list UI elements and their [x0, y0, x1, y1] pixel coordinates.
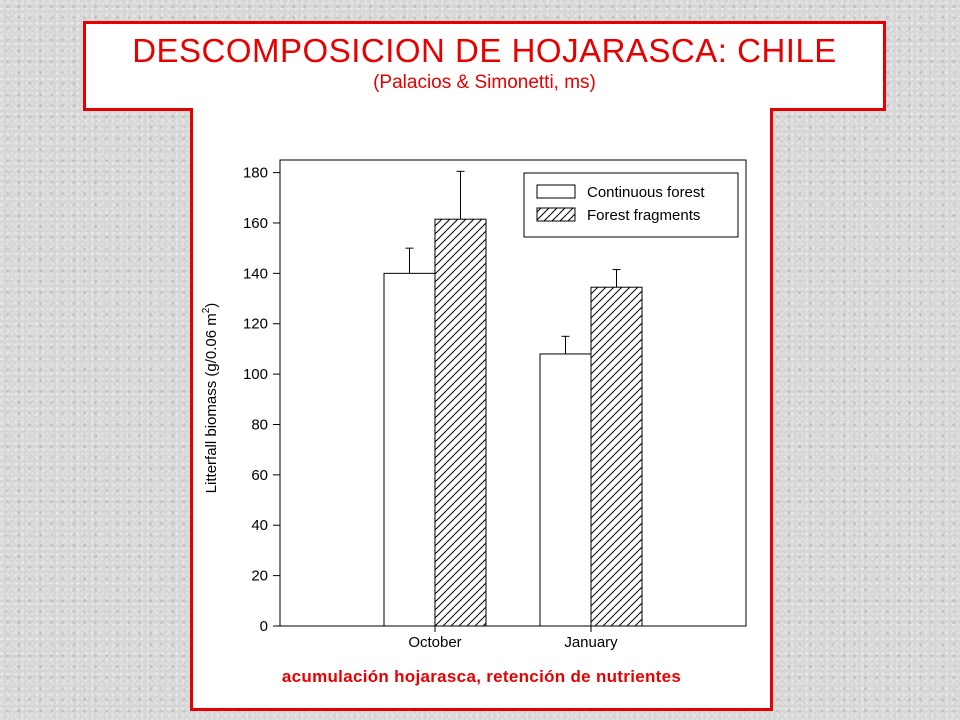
page-title: DESCOMPOSICION DE HOJARASCA: CHILE	[132, 32, 837, 69]
y-tick-label: 20	[251, 568, 268, 585]
plot-area: 0 20 40 60 80 100 120 140 160 180 October January Co…	[243, 159, 747, 651]
y-axis-label-superscript: 2	[201, 307, 212, 313]
y-tick-label: 80	[251, 416, 268, 433]
bar-chart: Litterfall biomass (g/0.06 m2) 0 20 40 60 80…	[201, 159, 747, 651]
y-axis-label-main: Litterfall biomass (g/0.06 m	[203, 313, 220, 493]
y-tick-label: 140	[243, 265, 268, 282]
x-tick-label: January	[564, 634, 618, 651]
bar	[590, 286, 643, 627]
legend-swatch	[536, 184, 576, 199]
y-tick-label: 60	[251, 467, 268, 484]
y-tick-label: 0	[260, 618, 268, 635]
bar	[539, 353, 592, 627]
bar	[434, 218, 487, 627]
svg-text:Litterfall biomass (g/0.06 m2): Litterfall biomass (g/0.06 m2)	[201, 303, 220, 494]
legend-box	[523, 172, 739, 238]
y-axis-label: Litterfall biomass (g/0.06 m2)	[201, 303, 220, 494]
y-tick-label: 160	[243, 215, 268, 232]
y-tick-label: 100	[243, 366, 268, 383]
y-tick-label: 180	[243, 165, 268, 182]
plot-frame	[279, 159, 747, 627]
legend-label: Continuous forest	[587, 184, 705, 201]
x-tick-label: October	[408, 634, 461, 651]
legend-swatch	[536, 207, 576, 222]
y-tick-label: 120	[243, 316, 268, 333]
y-axis-label-end: )	[203, 303, 220, 308]
bar	[383, 272, 436, 627]
y-tick-label: 40	[251, 517, 268, 534]
legend-label: Forest fragments	[587, 207, 700, 224]
page-subtitle: (Palacios & Simonetti, ms)	[373, 72, 596, 93]
footer-note: acumulación hojarasca, retención de nutr…	[281, 667, 682, 686]
title-box: DESCOMPOSICION DE HOJARASCA: CHILE (Pala…	[83, 21, 886, 111]
chart-panel: Litterfall biomass (g/0.06 m2) 0 20 40 60 80…	[190, 108, 773, 711]
